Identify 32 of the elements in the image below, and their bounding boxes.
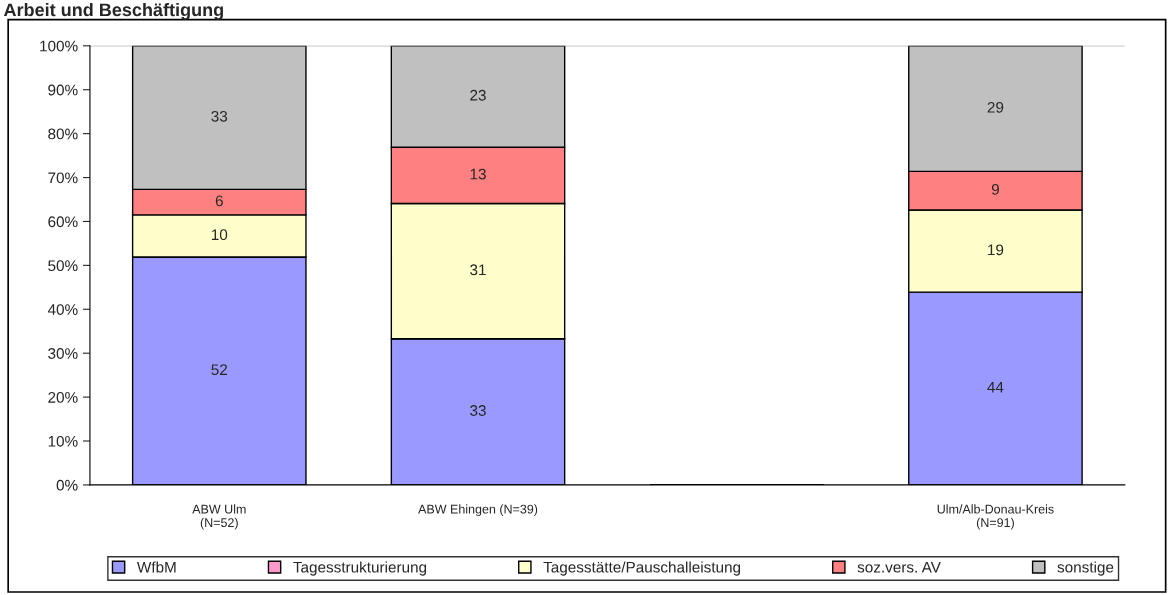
- y-tick-label: 90%: [48, 84, 78, 96]
- legend-label: WfbM: [136, 561, 176, 573]
- data-label: 10: [211, 229, 228, 241]
- y-tick-label: 10%: [48, 435, 78, 447]
- legend-label: Tagesstätte/Pauschalleistung: [543, 561, 741, 576]
- data-label: 29: [987, 101, 1004, 113]
- chart-title: Arbeit und Beschäftigung: [3, 2, 223, 20]
- legend-label: soz.vers. AV: [857, 561, 941, 573]
- data-label: 31: [470, 264, 486, 276]
- x-tick-label: ABW Ulm (N=52): [192, 504, 246, 530]
- y-tick-label: 0%: [56, 479, 78, 491]
- data-label: 33: [211, 110, 228, 122]
- data-label: 52: [211, 364, 228, 376]
- legend-label: Tagesstrukturierung: [293, 561, 427, 576]
- y-tick-label: 80%: [48, 128, 78, 140]
- y-tick-label: 70%: [48, 172, 78, 184]
- y-tick-label: 40%: [47, 304, 78, 315]
- y-tick-label: 60%: [48, 216, 78, 228]
- data-label: 33: [470, 405, 486, 416]
- y-tick-label: 20%: [48, 391, 78, 403]
- data-label: 13: [470, 168, 486, 180]
- data-label: 19: [988, 244, 1004, 256]
- data-label: 9: [991, 184, 999, 195]
- y-tick-label: 100%: [40, 40, 78, 52]
- legend-label: sonstige: [1057, 561, 1114, 576]
- data-label: 44: [987, 381, 1004, 393]
- y-tick-label: 30%: [48, 348, 78, 359]
- y-tick-label: 50%: [48, 260, 78, 272]
- data-label: 6: [215, 195, 223, 207]
- x-tick-label: Ulm/Alb-Donau-Kreis (N=91): [937, 504, 1054, 530]
- data-label: 23: [470, 89, 486, 101]
- x-tick-label: ABW Ehingen (N=39): [418, 504, 538, 517]
